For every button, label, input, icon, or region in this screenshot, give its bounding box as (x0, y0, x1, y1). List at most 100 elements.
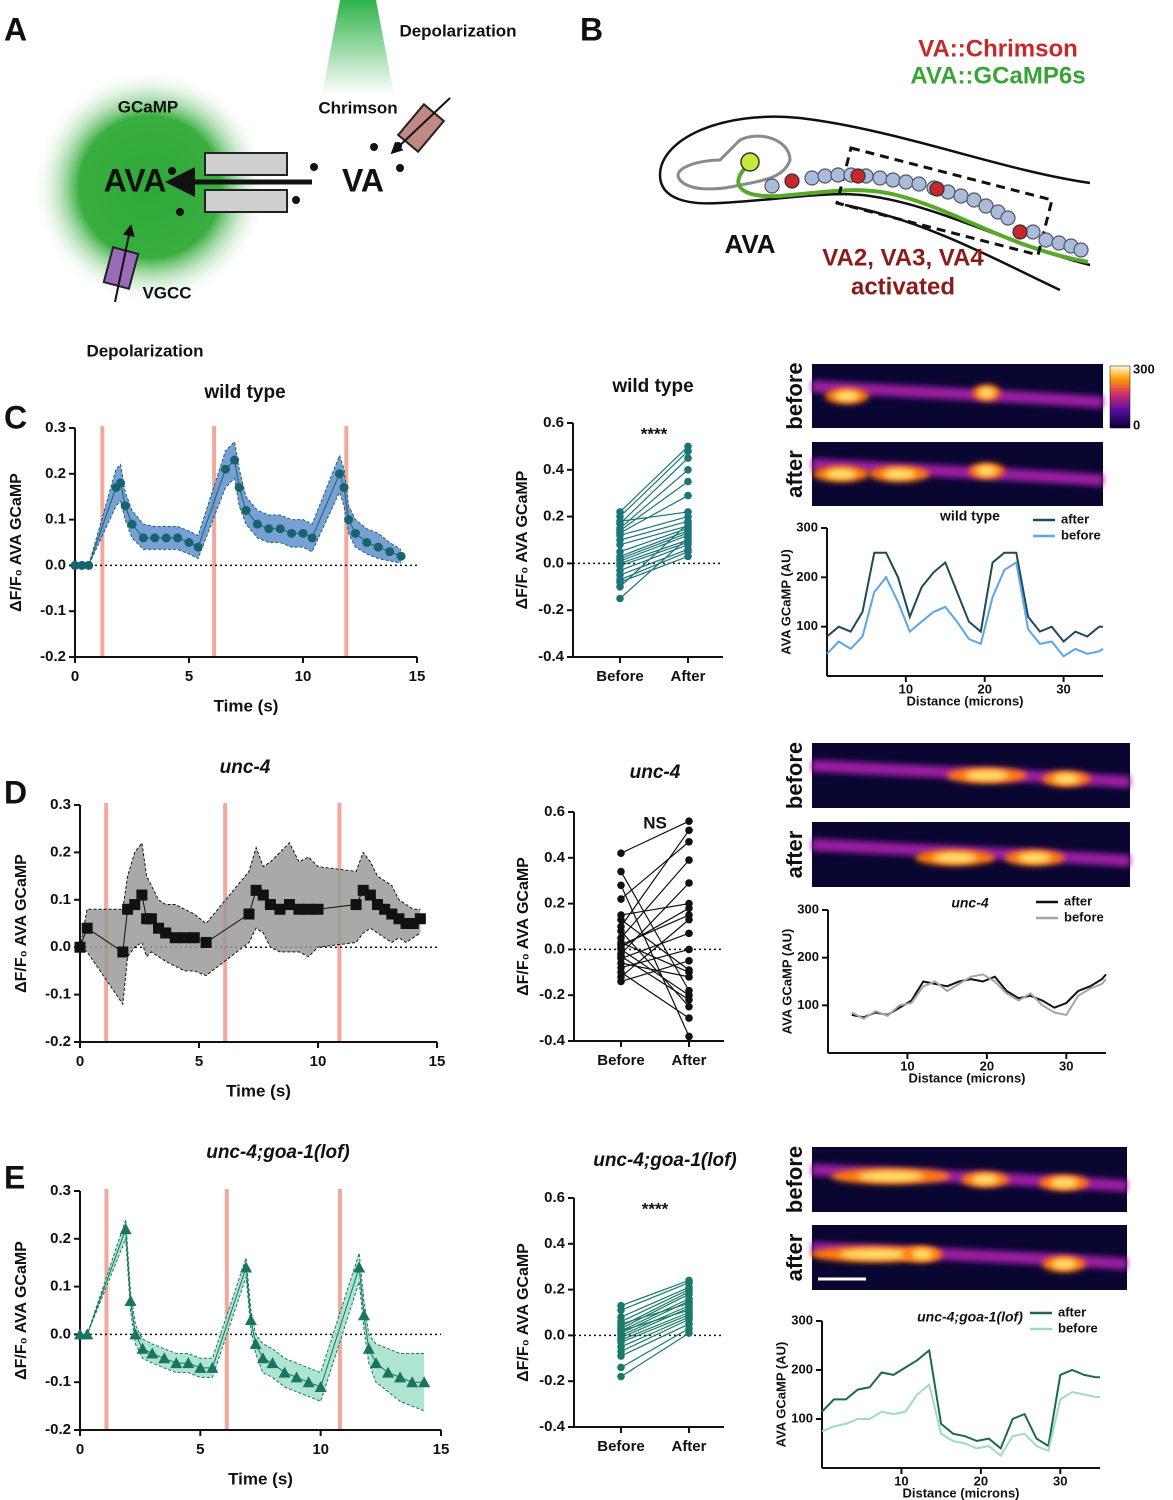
vesicle (396, 164, 404, 172)
y-tick-label: 0.6 (544, 803, 565, 820)
pair-line (620, 941, 690, 973)
pair-line (620, 1298, 690, 1332)
marker (385, 547, 395, 557)
cell (911, 176, 927, 192)
marker (206, 1361, 219, 1373)
dot (684, 508, 692, 516)
pair-line (620, 820, 690, 854)
dot (684, 477, 692, 486)
marker (364, 889, 376, 901)
y-tick-label: 0.2 (45, 465, 66, 482)
x-axis-title: Distance (microns) (902, 1485, 1019, 1500)
pair-line (619, 527, 689, 553)
x-tick-label: 10 (310, 1053, 327, 1070)
pair-line (620, 962, 690, 978)
y-tick-label: 0.2 (544, 1281, 565, 1298)
pair-line (619, 481, 689, 532)
dot (616, 594, 624, 603)
marker (136, 889, 148, 901)
pair-line (620, 1302, 690, 1325)
worm-outline (658, 115, 1091, 267)
marker (84, 560, 94, 570)
pair-line (619, 516, 689, 536)
pair-line (620, 871, 690, 991)
marker (278, 1366, 291, 1378)
dot (685, 1002, 693, 1011)
va-cell (929, 181, 945, 197)
legend-label: before (1064, 909, 1104, 924)
x-tick-label: 5 (196, 1441, 204, 1458)
cells (764, 167, 1089, 258)
pair-line (620, 1309, 690, 1332)
annotation: **** (641, 424, 668, 443)
panel-letter: C (4, 399, 27, 435)
line (821, 1348, 1100, 1451)
legend-label: before (1061, 527, 1101, 542)
pair-line (619, 457, 689, 525)
y-tick-label: -0.2 (538, 601, 564, 618)
marker (77, 560, 87, 570)
heatmap-spot (1018, 852, 1052, 863)
label: VA2, VA3, VA4 (822, 244, 984, 271)
marker (257, 889, 269, 901)
band-edge (80, 1219, 425, 1374)
va-cell (850, 168, 866, 184)
image-label: before (782, 362, 807, 429)
pair-line (619, 537, 689, 599)
image-label: after (782, 450, 807, 498)
marker (350, 528, 360, 538)
pair-line (620, 1286, 690, 1318)
dot (685, 837, 693, 846)
heatmap-spot (1053, 773, 1080, 784)
panel-letter: A (4, 11, 27, 47)
image-label: before (782, 742, 807, 809)
y-tick-label: 200 (791, 1361, 813, 1376)
marker (290, 1371, 303, 1383)
band-edge (79, 841, 421, 948)
annotation: NS (643, 813, 667, 832)
x-tick-label: 10 (894, 1473, 908, 1488)
heatmap-spot (839, 1249, 911, 1260)
y-axis-title: ΔF/F₀ AVA GCaMP (8, 473, 25, 612)
heatmap-spot (978, 387, 995, 398)
pair-line (619, 541, 689, 567)
x-tick-label: 20 (980, 1058, 994, 1073)
y-tick-label: 0.2 (50, 1230, 71, 1247)
marker (357, 884, 369, 896)
marker (116, 478, 126, 488)
heatmap-spot (911, 1249, 934, 1260)
cell (966, 192, 982, 208)
y-tick-label: -0.2 (45, 1033, 71, 1050)
pair-line (620, 859, 690, 939)
marker (120, 501, 130, 511)
dot (685, 973, 693, 981)
pair-line (619, 445, 689, 513)
marker (275, 524, 285, 534)
dot (685, 1032, 693, 1041)
y-axis-title: AVA GCaMP (AU) (778, 549, 793, 655)
pair-line (619, 544, 689, 571)
legend-label: VA::Chrimson (918, 35, 1078, 62)
pair-line (620, 1323, 690, 1357)
y-tick-label: 0.6 (544, 1189, 565, 1206)
dot (617, 867, 625, 876)
gcamp-glow (32, 69, 268, 305)
y-tick-label: -0.2 (539, 986, 565, 1003)
marker (382, 1366, 395, 1378)
marker (353, 1261, 366, 1273)
marker (256, 1352, 269, 1364)
dot (685, 879, 693, 887)
marker (407, 918, 419, 929)
marker (173, 533, 183, 543)
marker (184, 538, 194, 547)
marker (161, 533, 171, 543)
colorbar-label: 0 (1133, 417, 1140, 432)
x-tick-label: 0 (76, 1441, 84, 1458)
label: GCaMP (118, 97, 178, 116)
error-band (80, 842, 421, 1005)
y-tick-label: 0.0 (544, 940, 565, 957)
label: Depolarization (86, 341, 203, 360)
x-tick-label: 20 (974, 1473, 988, 1488)
x-tick-label: 30 (1056, 681, 1070, 696)
